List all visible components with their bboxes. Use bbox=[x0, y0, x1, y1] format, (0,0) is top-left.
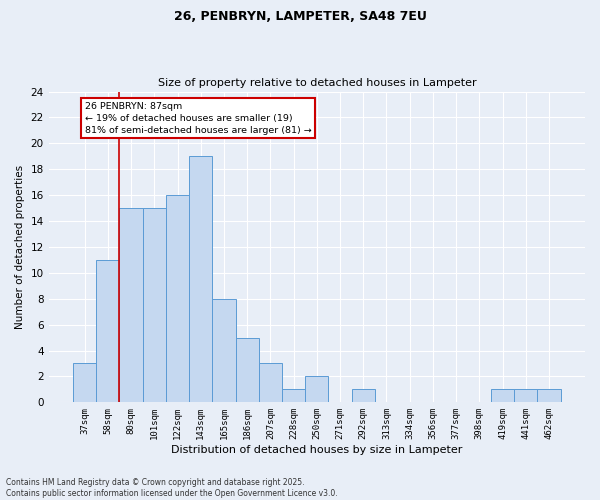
X-axis label: Distribution of detached houses by size in Lampeter: Distribution of detached houses by size … bbox=[171, 445, 463, 455]
Bar bbox=[352, 390, 375, 402]
Bar bbox=[73, 364, 96, 403]
Bar bbox=[96, 260, 119, 402]
Text: 26 PENBRYN: 87sqm
← 19% of detached houses are smaller (19)
81% of semi-detached: 26 PENBRYN: 87sqm ← 19% of detached hous… bbox=[85, 102, 311, 134]
Bar bbox=[143, 208, 166, 402]
Title: Size of property relative to detached houses in Lampeter: Size of property relative to detached ho… bbox=[158, 78, 476, 88]
Bar bbox=[514, 390, 538, 402]
Bar bbox=[236, 338, 259, 402]
Bar bbox=[259, 364, 282, 403]
Y-axis label: Number of detached properties: Number of detached properties bbox=[15, 165, 25, 329]
Bar bbox=[491, 390, 514, 402]
Bar bbox=[538, 390, 560, 402]
Bar bbox=[282, 390, 305, 402]
Bar bbox=[189, 156, 212, 402]
Text: Contains HM Land Registry data © Crown copyright and database right 2025.
Contai: Contains HM Land Registry data © Crown c… bbox=[6, 478, 338, 498]
Bar bbox=[166, 195, 189, 402]
Bar bbox=[305, 376, 328, 402]
Bar bbox=[119, 208, 143, 402]
Bar bbox=[212, 298, 236, 403]
Text: 26, PENBRYN, LAMPETER, SA48 7EU: 26, PENBRYN, LAMPETER, SA48 7EU bbox=[173, 10, 427, 23]
